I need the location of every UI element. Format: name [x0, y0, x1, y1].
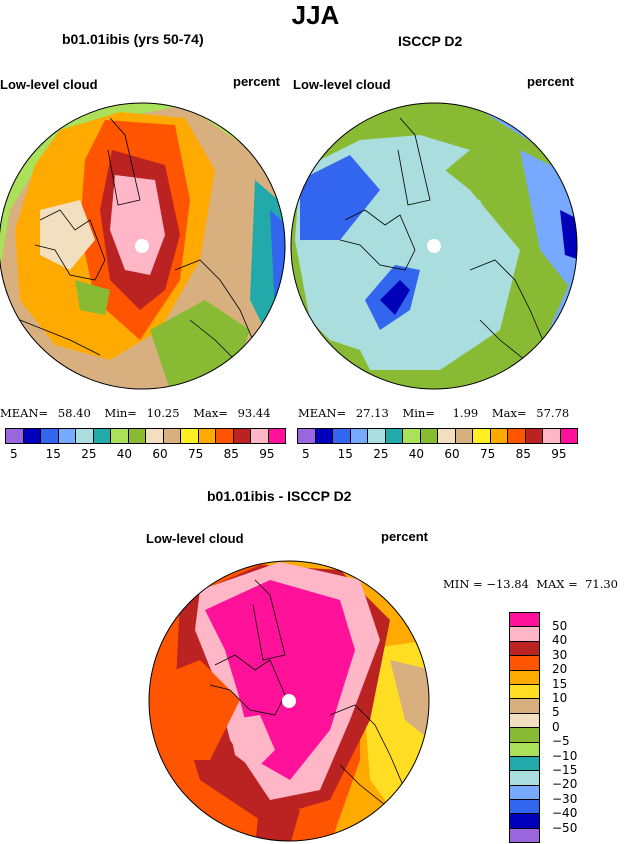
colorbar-swatch — [509, 698, 540, 714]
colorbar-tick-label: 0 — [552, 719, 560, 734]
colorbar-tick-label: −10 — [552, 748, 578, 763]
colorbar-swatch — [509, 755, 540, 772]
difference-stats: MIN = −13.84 MAX = 71.30 — [443, 577, 618, 591]
colorbar-swatch — [559, 428, 578, 444]
colorbar-tick-label: 5 — [302, 447, 310, 461]
difference-colorbar — [509, 612, 540, 844]
colorbar-tick-label: −5 — [552, 734, 570, 749]
colorbar-tick-label: −50 — [552, 820, 578, 835]
colorbar-tick-label: 30 — [552, 647, 568, 662]
panel1-colorbar — [5, 428, 286, 444]
colorbar-swatch — [267, 428, 286, 444]
colorbar-swatch — [509, 770, 540, 786]
colorbar-tick-label: 85 — [515, 447, 531, 461]
figure-title: JJA — [291, 0, 340, 30]
colorbar-tick-label: −20 — [552, 777, 578, 792]
panel1-title: b01.01ibis (yrs 50-74) — [62, 31, 204, 47]
colorbar-swatch — [509, 799, 540, 815]
panel2-units-label: percent — [527, 74, 574, 89]
panel2-variable-label: Low-level cloud — [293, 77, 391, 92]
colorbar-swatch — [509, 640, 540, 657]
colorbar-tick-label: 5 — [552, 705, 560, 720]
colorbar-tick-label: 60 — [152, 447, 168, 461]
colorbar-swatch — [509, 683, 540, 700]
colorbar-tick-label: 40 — [552, 633, 568, 648]
colorbar-tick-label: 20 — [552, 662, 568, 677]
colorbar-tick-label: 25 — [373, 447, 389, 461]
colorbar-tick-label: 60 — [444, 447, 460, 461]
colorbar-swatch — [509, 626, 540, 642]
difference-title: b01.01ibis - ISCCP D2 — [207, 488, 352, 504]
colorbar-tick-label: 15 — [45, 447, 61, 461]
panel2-title: ISCCP D2 — [398, 33, 463, 49]
colorbar-swatch — [509, 813, 540, 829]
colorbar-tick-label: −30 — [552, 791, 578, 806]
colorbar-tick-label: −40 — [552, 806, 578, 821]
panel1-variable-label: Low-level cloud — [0, 77, 98, 92]
colorbar-swatch — [509, 655, 540, 671]
colorbar-swatch — [509, 712, 540, 729]
colorbar-tick-label: 25 — [81, 447, 97, 461]
panel1-stats: MEAN= 58.40 Min= 10.25 Max= 93.44 — [0, 406, 271, 420]
colorbar-swatch — [509, 827, 540, 844]
colorbar-swatch — [509, 612, 540, 628]
colorbar-tick-label: 85 — [223, 447, 239, 461]
colorbar-swatch — [509, 727, 540, 743]
difference-variable-label: Low-level cloud — [146, 531, 244, 546]
colorbar-swatch — [509, 784, 540, 801]
colorbar-tick-label: 95 — [551, 447, 567, 461]
colorbar-tick-label: 50 — [552, 619, 568, 633]
panel2-colorbar — [297, 428, 578, 444]
colorbar-tick-label: 75 — [480, 447, 496, 461]
colorbar-swatch — [509, 669, 540, 685]
colorbar-tick-label: 95 — [259, 447, 275, 461]
colorbar-tick-label: 40 — [408, 447, 425, 461]
colorbar-tick-label: 15 — [552, 676, 568, 691]
colorbar-tick-label: 15 — [337, 447, 353, 461]
panel2-stats: MEAN= 27.13 Min= 1.99 Max= 57.78 — [298, 406, 570, 420]
colorbar-tick-label: −15 — [552, 763, 578, 777]
colorbar-tick-label: 75 — [188, 447, 204, 461]
difference-units-label: percent — [381, 529, 428, 544]
colorbar-tick-label: 10 — [552, 691, 568, 705]
colorbar-tick-label: 40 — [116, 447, 133, 461]
colorbar-tick-label: 5 — [10, 447, 18, 461]
colorbar-swatch — [509, 741, 540, 757]
panel1-units-label: percent — [233, 74, 280, 89]
